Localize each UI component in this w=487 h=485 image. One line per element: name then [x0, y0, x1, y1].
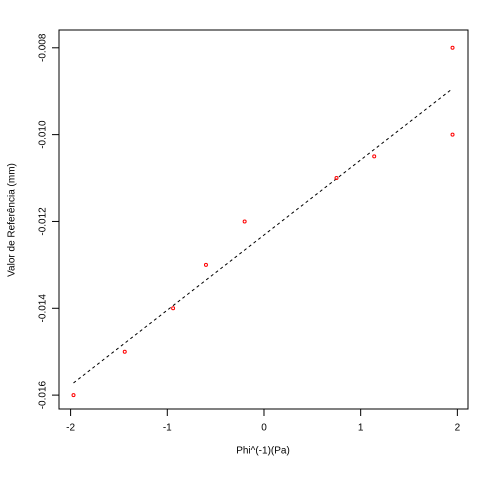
point — [450, 132, 455, 137]
plot-frame — [58, 29, 469, 410]
x-tick-label: 0 — [261, 423, 267, 434]
reference-line — [73, 88, 453, 384]
y-tick-label: -0.014 — [38, 294, 49, 323]
point — [71, 393, 76, 398]
x-axis-label: Phi^(-1)(Pa) — [236, 446, 290, 457]
y-tick-label: -0.008 — [38, 33, 49, 62]
x-tick-label: 1 — [358, 423, 364, 434]
point — [122, 349, 127, 354]
x-tick-label: 2 — [455, 423, 461, 434]
point — [242, 219, 247, 224]
y-tick-label: -0.016 — [38, 380, 49, 409]
point — [372, 154, 377, 159]
point — [171, 306, 176, 311]
x-tick-label: -2 — [66, 423, 75, 434]
y-axis-label: Valor de Referência (mm) — [7, 163, 18, 277]
point — [450, 45, 455, 50]
x-tick-label: -1 — [163, 423, 172, 434]
point — [334, 176, 339, 181]
point — [203, 262, 208, 267]
y-tick-label: -0.012 — [38, 207, 49, 236]
y-tick-label: -0.010 — [38, 120, 49, 149]
